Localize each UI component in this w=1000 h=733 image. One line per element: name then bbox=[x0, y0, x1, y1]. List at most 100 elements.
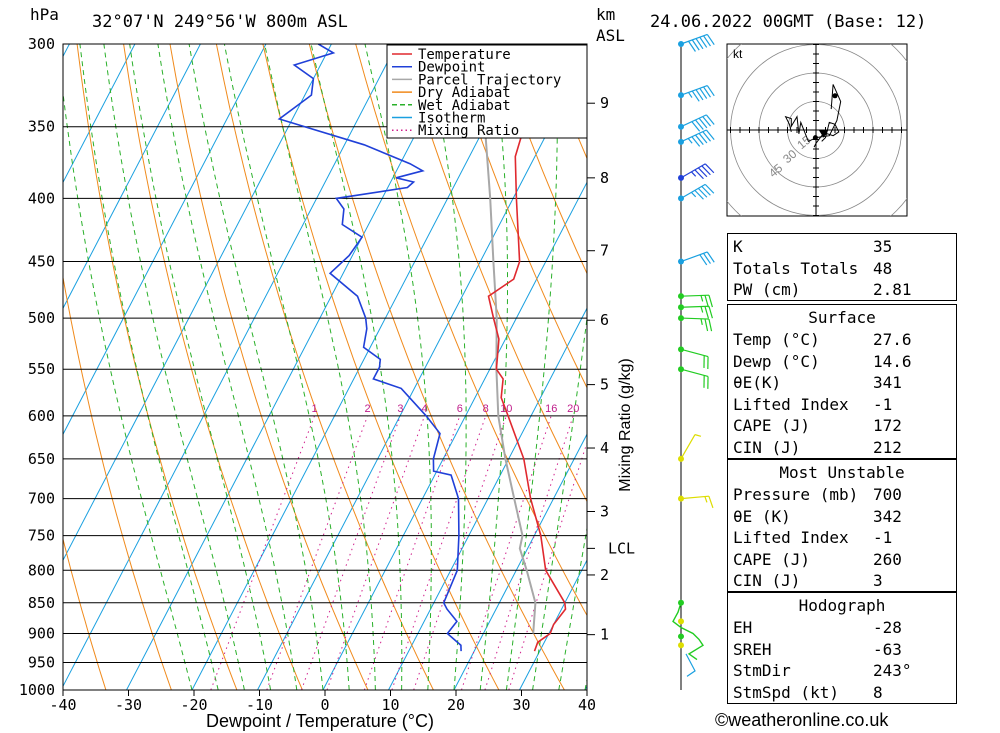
wind-level-dot bbox=[678, 195, 684, 202]
wind-level-dot bbox=[678, 315, 684, 322]
wind-barb-feather bbox=[704, 496, 708, 503]
mixing-ratio-label: 3 bbox=[397, 403, 403, 415]
wind-level-dot bbox=[678, 293, 684, 300]
pressure-tick-label: 350 bbox=[28, 118, 55, 136]
plot-frame bbox=[62, 43, 588, 691]
isotherm-line bbox=[63, 44, 398, 688]
mixing-ratio-label: 6 bbox=[457, 403, 463, 415]
panel-row: θE(K) 341 bbox=[728, 372, 956, 393]
wind-level-dot bbox=[678, 633, 684, 640]
wind-barb-feather bbox=[704, 183, 715, 194]
wind-barb-feather bbox=[688, 92, 693, 98]
hodograph-unit-label: kt bbox=[733, 47, 743, 61]
panel-row-key: CAPE (J) bbox=[733, 549, 811, 569]
panel-row: CAPE (J) 260 bbox=[728, 549, 956, 570]
wind-barb bbox=[680, 294, 710, 297]
wind-barb-feather bbox=[695, 134, 704, 146]
dewpoint-line bbox=[277, 44, 462, 652]
wind-level-dot bbox=[678, 174, 684, 181]
isotherm-line bbox=[257, 55, 587, 690]
temperature-line bbox=[487, 44, 567, 652]
pressure-tick-label: 800 bbox=[28, 561, 55, 579]
panel-row-key: CIN (J) bbox=[733, 571, 801, 591]
dry-adiabat-line bbox=[215, 44, 434, 690]
panel-row-value: 35 bbox=[873, 237, 893, 256]
wind-barb bbox=[680, 305, 710, 308]
isotherm-line bbox=[0, 44, 4, 690]
hodograph-surface-marker bbox=[812, 135, 818, 141]
panel-row: θE (K) 342 bbox=[728, 506, 956, 527]
wind-barb-feather bbox=[697, 187, 708, 198]
x-tick-label: -10 bbox=[246, 696, 273, 714]
panel-row-value: 700 bbox=[873, 485, 902, 504]
wind-barb-feather bbox=[691, 39, 700, 51]
pressure-tick-label: 550 bbox=[28, 360, 55, 378]
panel-row-value: -1 bbox=[873, 528, 893, 548]
panel-row-key: Pressure (mb) bbox=[733, 485, 859, 504]
wind-barb-feather bbox=[704, 306, 709, 319]
panel-row-key: EH bbox=[733, 618, 753, 637]
km-tick-label: 8 bbox=[600, 169, 609, 187]
panel-row-value: 3 bbox=[873, 571, 883, 591]
wind-barb-feather bbox=[699, 87, 708, 99]
wind-level-dot bbox=[678, 92, 684, 99]
mixing-ratio-label: 1 bbox=[311, 403, 317, 415]
panel-row-value: 212 bbox=[873, 438, 902, 457]
wind-level-dot bbox=[678, 346, 684, 353]
copyright-footer: ©weatheronline.co.uk bbox=[715, 710, 889, 730]
km-tick-label: 4 bbox=[600, 439, 609, 457]
panel-row-key: CAPE (J) bbox=[733, 416, 811, 436]
wind-level-dot bbox=[678, 123, 684, 130]
pressure-tick-label: 1000 bbox=[19, 681, 55, 699]
wind-barb-feather bbox=[708, 318, 713, 332]
x-tick-label: -30 bbox=[115, 696, 142, 714]
panel-row-key: Lifted Index bbox=[733, 528, 849, 548]
panel-row-key: StmSpd (kt) bbox=[733, 682, 839, 702]
pressure-tick-label: 750 bbox=[28, 527, 55, 545]
panel-row: Pressure (mb) 700 bbox=[728, 484, 956, 505]
km-tick-label: 9 bbox=[600, 94, 609, 112]
km-tick-label: 5 bbox=[600, 376, 609, 394]
legend-entry: Dry Adiabat bbox=[418, 85, 511, 101]
mixing-ratio-label: 20 bbox=[567, 403, 579, 415]
wind-barb-feather bbox=[704, 295, 709, 308]
panel-row-value: -28 bbox=[873, 618, 902, 637]
wind-level-dot bbox=[678, 41, 684, 47]
wind-barb-feather bbox=[695, 119, 704, 130]
low-level-wind-trace bbox=[685, 653, 696, 677]
panel-row-value: 243° bbox=[873, 661, 912, 681]
dry-adiabat-line bbox=[63, 537, 107, 690]
panel-row-key: K bbox=[733, 237, 743, 256]
wind-barb-feather bbox=[706, 85, 715, 97]
panel-row: CIN (J) 212 bbox=[728, 437, 956, 458]
wet-adiabat-line bbox=[157, 44, 298, 690]
wind-barb bbox=[680, 129, 707, 143]
km-tick-label: 3 bbox=[600, 502, 609, 520]
wind-barb-feather bbox=[701, 185, 711, 196]
panel-row: CAPE (J) 172 bbox=[728, 415, 956, 436]
legend-box bbox=[386, 44, 588, 139]
isotherm-line bbox=[63, 44, 136, 184]
pressure-unit-label: hPa bbox=[30, 5, 59, 24]
pressure-tick-label: 450 bbox=[28, 253, 55, 271]
mixing-ratio-label: 25 bbox=[590, 403, 602, 415]
wet-adiabat-line bbox=[479, 44, 508, 690]
panel-row: Lifted Index -1 bbox=[728, 394, 956, 415]
panel-row: Totals Totals 48 bbox=[728, 258, 956, 279]
mixing-ratio-label: 2 bbox=[365, 403, 371, 415]
dry-adiabat-line bbox=[308, 44, 565, 690]
wind-barb-feather bbox=[708, 495, 714, 509]
panel-row-value: 8 bbox=[873, 682, 883, 702]
panel-row: Temp (°C) 27.6 bbox=[728, 329, 956, 350]
wind-barb-feather bbox=[700, 295, 704, 302]
mixing-ratio-label: 16 bbox=[545, 403, 557, 415]
wind-barb-feather bbox=[703, 86, 711, 98]
wind-level-dot bbox=[678, 495, 684, 502]
pressure-tick-label: 850 bbox=[28, 594, 55, 612]
low-level-wind-trace bbox=[672, 602, 704, 661]
wind-level-dot bbox=[678, 138, 684, 145]
wind-barb-feather bbox=[694, 169, 704, 180]
legend-entry: Mixing Ratio bbox=[418, 123, 519, 139]
